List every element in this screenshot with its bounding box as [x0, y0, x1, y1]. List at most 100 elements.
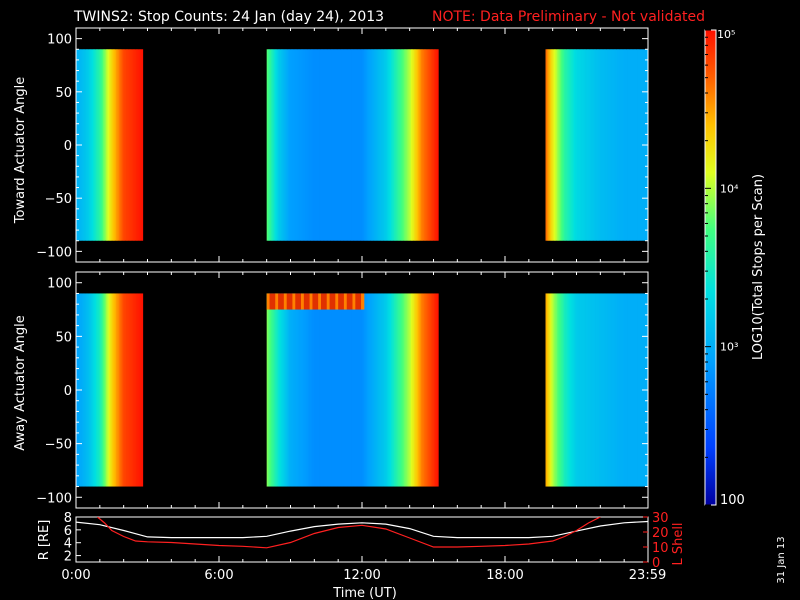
heatmap-column [333, 293, 336, 487]
heatmap-column [141, 49, 144, 241]
heatmap-column [329, 293, 332, 487]
heatmap-column [421, 49, 423, 241]
heatmap-column [270, 293, 273, 487]
heatmap-data-block [545, 293, 649, 487]
heatmap-column [104, 49, 107, 241]
heatmap-column [582, 49, 585, 241]
heatmap-column [87, 49, 90, 241]
heatmap-column [576, 49, 579, 241]
heatmap-column [279, 293, 282, 487]
hot-band-cell [275, 293, 279, 310]
colorbar [704, 29, 717, 506]
heatmap-column [634, 49, 637, 241]
heatmap-column [83, 49, 85, 241]
heatmap-column [421, 293, 423, 487]
heatmap-column [554, 293, 556, 487]
heatmap-column [619, 293, 622, 487]
heatmap-column [432, 293, 435, 487]
heatmap-column [598, 49, 601, 241]
heatmap-column [316, 293, 319, 487]
heatmap-column [601, 49, 604, 241]
heatmap-column [110, 293, 113, 487]
heatmap-column [554, 49, 556, 241]
hot-band-cell [338, 293, 342, 310]
heatmap-column [338, 293, 340, 487]
heatmap-column [341, 293, 343, 487]
heatmap-column [628, 293, 631, 487]
heatmap-column [625, 49, 628, 241]
heatmap-column [605, 293, 608, 487]
heatmap-column [134, 293, 137, 487]
heatmap-column [126, 293, 128, 487]
heatmap-column [634, 293, 637, 487]
heatmap-column [269, 293, 272, 487]
heatmap-column [313, 293, 316, 487]
heatmap-column [393, 49, 396, 241]
heatmap-column [388, 49, 391, 241]
heatmap-column [116, 49, 118, 241]
heatmap-column [631, 293, 634, 487]
heatmap-column [372, 49, 375, 241]
heatmap-column [548, 49, 551, 241]
heatmap-column [396, 49, 399, 241]
heatmap-column [133, 49, 136, 241]
heatmap-column [627, 293, 629, 487]
hot-band-cell [286, 293, 290, 310]
heatmap-column [556, 49, 559, 241]
ytick-label: −100 [36, 245, 72, 260]
heatmap-column [413, 49, 416, 241]
heatmap-column [381, 293, 383, 487]
heatmap-column [325, 293, 328, 487]
heatmap-column [116, 293, 118, 487]
heatmap-column [574, 49, 576, 241]
heatmap-column [412, 293, 415, 487]
heatmap-column [614, 49, 616, 241]
heatmap-column [585, 293, 588, 487]
heatmap-column [86, 293, 88, 487]
colorbar-tick-label: 100 [720, 493, 745, 508]
heatmap-column [365, 49, 368, 241]
heatmap-column [611, 293, 614, 487]
heatmap-column [632, 293, 635, 487]
hot-band-cell [332, 293, 336, 310]
heatmap-column [546, 49, 549, 241]
heatmap-column [562, 49, 565, 241]
orbit-ytick-label: 8 [64, 511, 72, 526]
heatmap-column [401, 293, 403, 487]
ytick-label: −100 [36, 491, 72, 506]
heatmap-column [283, 49, 286, 241]
heatmap-column [341, 49, 343, 241]
heatmap-column [84, 293, 87, 487]
heatmap-column [366, 293, 369, 487]
heatmap-column [103, 49, 105, 241]
heatmap-column [572, 293, 575, 487]
heatmap-column [108, 293, 111, 487]
heatmap-column [322, 49, 325, 241]
heatmap-column [638, 293, 641, 487]
heatmap-column [275, 293, 278, 487]
heatmap-column [376, 49, 379, 241]
heatmap-column [335, 293, 338, 487]
away-heatmap-panel: −100 −50 0 50 100 [36, 271, 649, 509]
heatmap-column [605, 49, 608, 241]
heatmap-column [93, 293, 95, 487]
heatmap-column [565, 293, 568, 487]
heatmap-column [273, 49, 276, 241]
heatmap-column [328, 293, 330, 487]
heatmap-column [371, 49, 373, 241]
heatmap-column [359, 49, 362, 241]
toward-heatmap-panel: −100 −50 0 50 100 [36, 27, 649, 263]
heatmap-column [319, 293, 322, 487]
heatmap-column [269, 49, 272, 241]
heatmap-column [383, 49, 386, 241]
heatmap-column [362, 49, 365, 241]
heatmap-column [569, 293, 572, 487]
heatmap-column [589, 293, 592, 487]
heatmap-column [425, 49, 428, 241]
hot-band-cell [346, 293, 351, 310]
heatmap-column [436, 49, 439, 241]
heatmap-column [346, 49, 349, 241]
heatmap-column [419, 293, 422, 487]
heatmap-column [363, 293, 366, 487]
heatmap-column [302, 293, 305, 487]
